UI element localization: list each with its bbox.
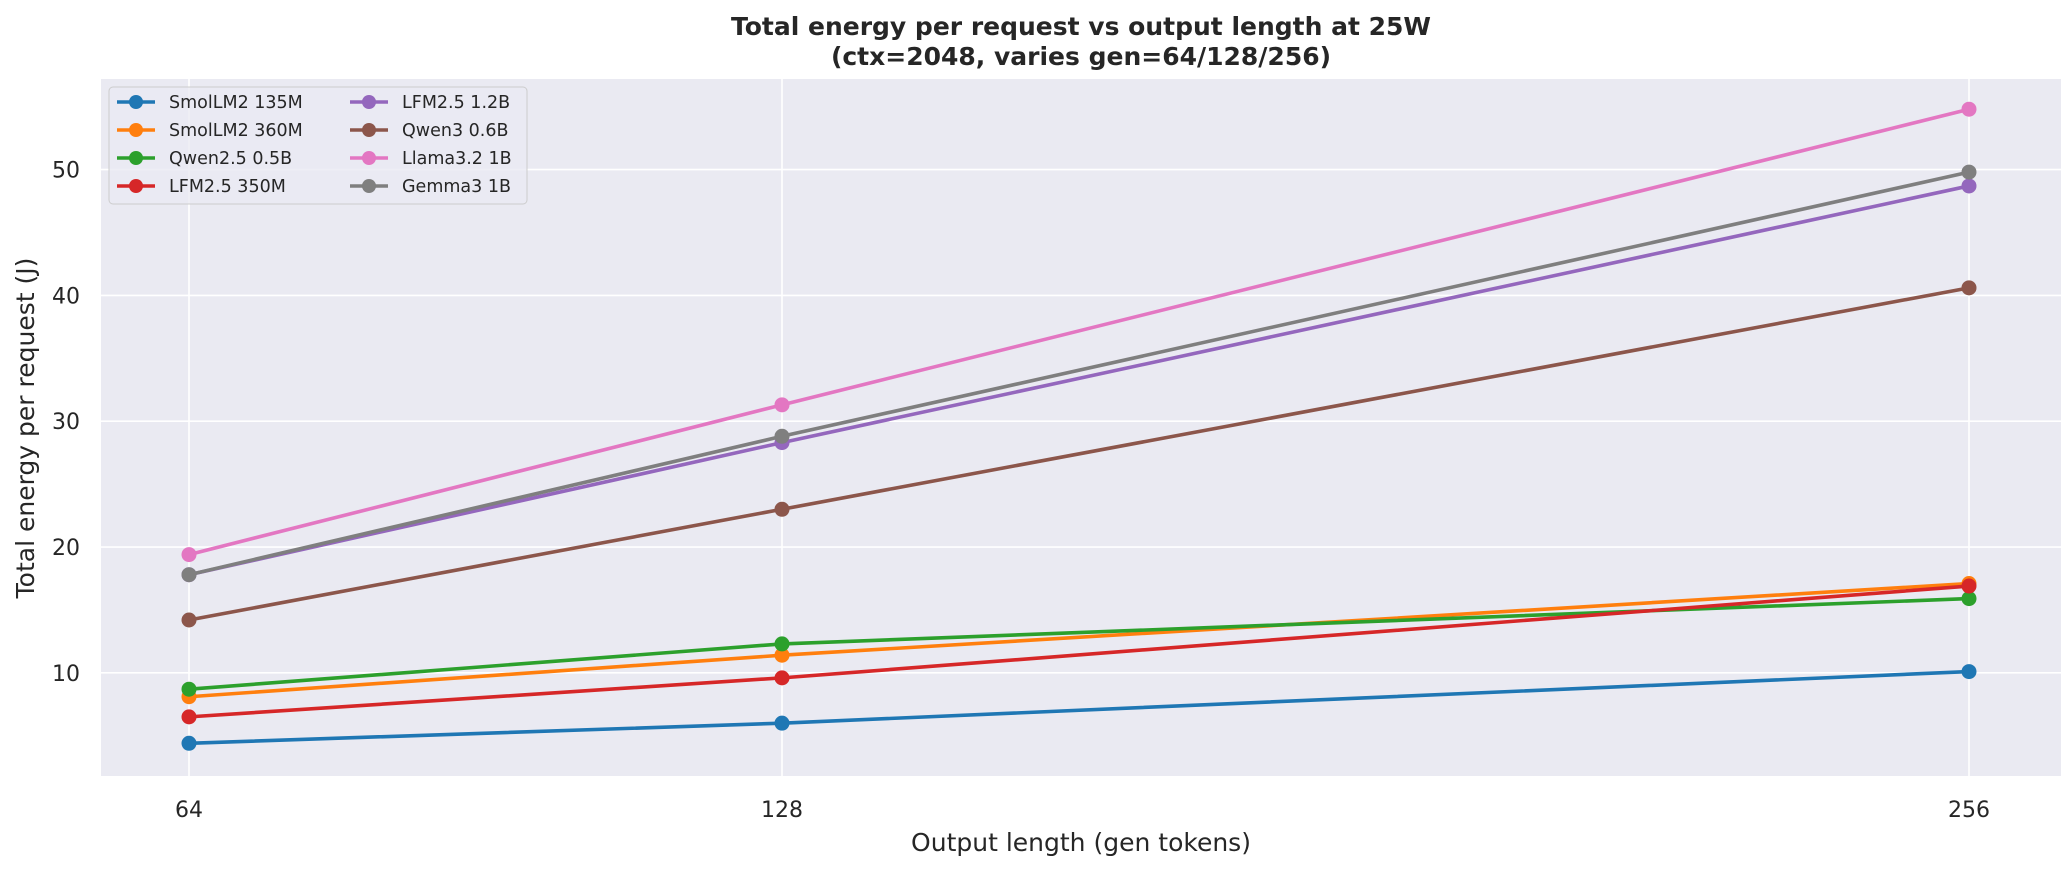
legend-marker (129, 95, 143, 109)
data-point (774, 715, 790, 731)
data-point (774, 501, 790, 517)
data-point (774, 647, 790, 663)
data-point (774, 428, 790, 444)
data-point (774, 397, 790, 413)
tick-labels: 64 128 256 10 20 30 40 50 (52, 159, 1990, 823)
data-point (181, 567, 197, 583)
legend-marker (129, 123, 143, 137)
legend-label: LFM2.5 350M (169, 177, 286, 197)
data-point (181, 547, 197, 563)
x-tick-label: 128 (761, 798, 803, 823)
y-tick-label: 50 (52, 159, 80, 184)
data-point (774, 670, 790, 686)
data-point (181, 735, 197, 751)
data-point (1961, 178, 1977, 194)
data-point (1961, 280, 1977, 296)
legend-label: SmolLM2 135M (169, 93, 303, 113)
legend: SmolLM2 135M SmolLM2 360M Qwen2.5 0.5B LFM2… (108, 86, 528, 205)
y-tick-label: 10 (52, 662, 80, 687)
legend-marker (129, 151, 143, 165)
data-point (774, 636, 790, 652)
data-point (1961, 101, 1977, 117)
y-tick-label: 40 (52, 284, 80, 309)
legend-marker (129, 179, 143, 193)
x-axis-label: Output length (gen tokens) (911, 828, 1251, 857)
data-point (1961, 578, 1977, 594)
y-axis-label: Total energy per request (J) (11, 258, 40, 600)
legend-marker (362, 151, 376, 165)
legend-label: Qwen2.5 0.5B (169, 149, 292, 169)
data-point (181, 612, 197, 628)
chart-title: Total energy per request vs output lengt… (731, 12, 1431, 41)
y-tick-label: 20 (52, 536, 80, 561)
legend-label: SmolLM2 360M (169, 121, 303, 141)
y-tick-label: 30 (52, 410, 80, 435)
legend-label: Llama3.2 1B (402, 149, 512, 169)
legend-box (108, 86, 528, 205)
data-point (1961, 664, 1977, 680)
legend-marker (362, 179, 376, 193)
legend-marker (362, 95, 376, 109)
data-point (181, 681, 197, 697)
series-lines (181, 101, 1977, 751)
legend-label: LFM2.5 1.2B (402, 93, 510, 113)
chart-subtitle: (ctx=2048, varies gen=64/128/256) (831, 42, 1331, 71)
data-point (181, 709, 197, 725)
legend-marker (362, 123, 376, 137)
data-point (1961, 591, 1977, 607)
legend-label: Gemma3 1B (402, 177, 511, 197)
x-tick-label: 256 (1948, 798, 1990, 823)
x-tick-label: 64 (175, 798, 203, 823)
legend-label: Qwen3 0.6B (402, 121, 508, 141)
data-point (1961, 164, 1977, 180)
